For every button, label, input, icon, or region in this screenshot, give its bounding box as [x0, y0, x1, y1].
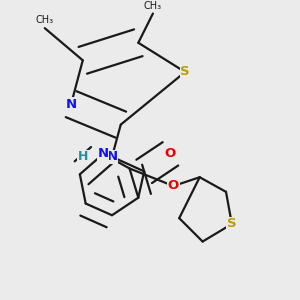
Text: CH₃: CH₃	[144, 1, 162, 10]
Text: S: S	[227, 218, 237, 230]
Text: N: N	[106, 150, 118, 163]
Text: CH₃: CH₃	[36, 15, 54, 25]
Text: S: S	[180, 65, 190, 79]
Text: O: O	[168, 179, 179, 193]
Text: N: N	[65, 98, 76, 111]
Text: N: N	[98, 147, 109, 160]
Text: O: O	[165, 147, 176, 160]
Text: H: H	[78, 150, 88, 163]
